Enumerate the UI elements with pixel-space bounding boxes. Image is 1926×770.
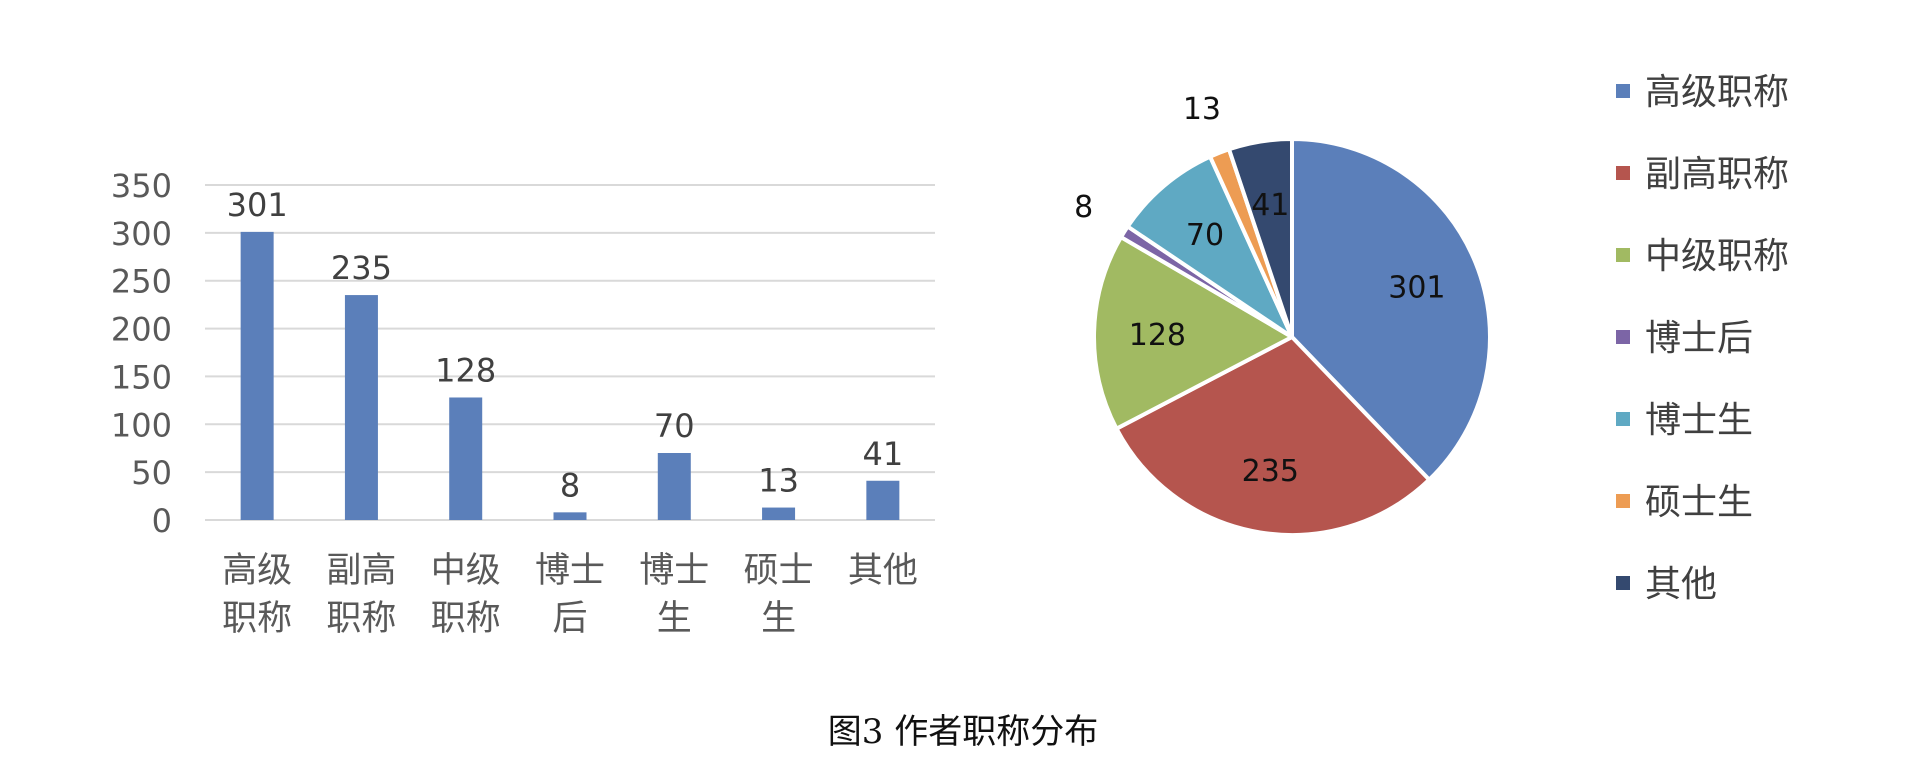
legend-label: 副高职称 [1645,154,1789,195]
bar-value-label: 8 [560,466,580,504]
legend-swatch-0 [1616,84,1630,98]
pie-value-label: 13 [1183,92,1221,127]
legend-swatch-6 [1616,576,1630,590]
pie-slices [1092,137,1492,537]
bar-2 [449,397,483,520]
pie-slice-4 [1125,154,1294,339]
y-tick-label: 350 [111,167,172,205]
legend-swatch-1 [1616,166,1630,180]
bar-6 [866,480,900,520]
y-tick-label: 0 [152,502,172,540]
bar-3 [553,512,587,520]
x-tick-label: 后 [552,599,587,639]
pie-slice-1 [1114,335,1432,537]
x-tick-label: 职称 [222,599,292,639]
x-tick-label: 硕士 [744,551,814,591]
legend-label: 硕士生 [1645,482,1753,523]
legend-label: 博士生 [1645,400,1753,441]
bar-value-label: 301 [227,186,288,224]
legend-swatch-2 [1616,248,1630,262]
figure-caption: 图3 作者职称分布 [827,712,1099,752]
x-tick-label: 高级 [222,551,292,591]
x-tick-label: 生 [761,599,796,639]
bar-1 [344,295,378,520]
pie-value-label: 128 [1129,318,1186,353]
bar-value-label: 13 [758,462,799,500]
bar-grid [205,184,935,521]
bar-chart: 0 50 100 150 200 250 300 350 301 235 128 8 70 13 41 高… [111,167,935,639]
legend-swatch-3 [1616,330,1630,344]
legend-label: 其他 [1645,564,1717,605]
y-tick-label: 300 [111,215,172,253]
x-tick-label: 职称 [431,599,501,639]
legend-label: 高级职称 [1645,72,1789,113]
y-tick-label: 100 [111,406,172,444]
bar-value-label: 41 [862,435,903,473]
bar-4 [657,453,691,520]
x-tick-label: 职称 [326,599,396,639]
y-tick-label: 150 [111,358,172,396]
bar-value-label: 70 [654,407,695,445]
pie-value-label: 8 [1074,190,1093,225]
bar-0 [240,231,274,520]
pie-slice-6 [1227,137,1294,339]
bar-y-axis: 0 50 100 150 200 250 300 350 [111,167,172,540]
x-tick-label: 中级 [431,551,501,591]
bar-5 [762,507,796,520]
pie-value-label: 301 [1388,271,1445,306]
bar-data-labels: 301 235 128 8 70 13 41 [227,186,904,504]
pie-value-label: 70 [1186,218,1224,253]
bar-value-label: 235 [331,249,392,287]
x-tick-label: 副高 [326,551,396,591]
pie-data-labels: 301 235 128 8 70 13 41 [1074,92,1445,489]
x-tick-label: 生 [657,599,692,639]
legend-swatch-5 [1616,494,1630,508]
x-tick-label: 其他 [848,551,918,591]
pie-slice-0 [1290,137,1492,482]
pie-value-label: 41 [1251,188,1289,223]
bar-value-label: 128 [435,351,496,389]
pie-slice-2 [1092,235,1294,431]
x-tick-label: 博士 [639,551,709,591]
bar-series [240,231,900,520]
legend-label: 博士后 [1645,318,1753,359]
y-tick-label: 250 [111,263,172,301]
legend-label: 中级职称 [1645,236,1789,277]
pie-chart: 301 235 128 8 70 13 41 [1074,92,1492,537]
y-tick-label: 50 [131,454,172,492]
y-tick-label: 200 [111,311,172,349]
pie-value-label: 235 [1242,454,1299,489]
x-tick-label: 博士 [535,551,605,591]
legend-swatch-4 [1616,412,1630,426]
